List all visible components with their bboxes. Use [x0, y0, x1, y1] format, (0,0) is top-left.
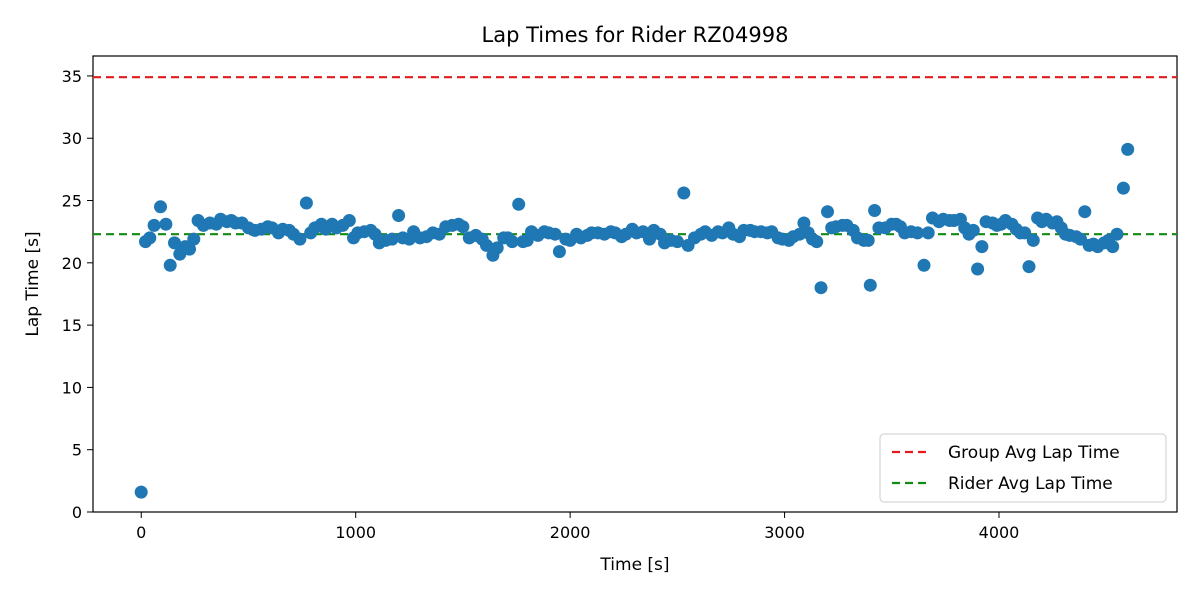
data-point [385, 232, 399, 246]
data-point [480, 238, 493, 252]
data-point [490, 241, 504, 255]
x-axis-ticks: 0 1000 2000 3000 4000 [136, 512, 1019, 542]
data-point [168, 236, 181, 250]
data-point [147, 218, 161, 232]
y-tick-label: 5 [72, 441, 82, 460]
y-tick-label: 20 [62, 254, 82, 273]
data-point [154, 200, 167, 214]
data-point [392, 209, 406, 222]
data-point [1022, 260, 1036, 274]
data-point [187, 232, 201, 246]
x-tick-label: 4000 [979, 523, 1020, 542]
data-point [1116, 181, 1130, 195]
legend-label-group-avg: Group Avg Lap Time [948, 443, 1120, 463]
data-point [797, 216, 811, 230]
data-point [183, 242, 196, 256]
data-point [1121, 142, 1135, 156]
data-point [548, 227, 562, 241]
data-point [1026, 233, 1040, 247]
data-point [821, 205, 834, 219]
y-tick-label: 0 [72, 503, 82, 522]
legend-label-rider-avg: Rider Avg Lap Time [948, 474, 1113, 494]
data-point [163, 258, 177, 272]
data-point [810, 235, 824, 249]
data-point [911, 226, 924, 240]
legend: Group Avg Lap Time Rider Avg Lap Time [879, 433, 1167, 503]
data-point [863, 278, 877, 292]
data-point [293, 232, 307, 246]
x-axis-label: Time [s] [599, 555, 669, 575]
data-point [512, 197, 526, 211]
data-point [1110, 227, 1124, 241]
data-point [159, 217, 173, 231]
data-point [814, 281, 828, 295]
x-tick-label: 0 [136, 523, 146, 542]
data-point [143, 231, 157, 245]
y-tick-label: 15 [62, 316, 82, 335]
x-tick-label: 3000 [764, 523, 805, 542]
data-point [299, 196, 313, 210]
y-axis-ticks: 0 5 10 15 20 25 30 35 [62, 67, 93, 522]
data-point [1078, 205, 1092, 219]
data-point [677, 186, 691, 200]
data-point [966, 223, 980, 237]
data-point [975, 240, 989, 254]
y-axis-label: Lap Time [s] [23, 231, 43, 336]
reference-lines [93, 76, 1177, 236]
plot-area-border [92, 55, 1178, 513]
data-point [1018, 226, 1032, 240]
y-tick-label: 35 [62, 67, 82, 86]
y-tick-label: 30 [62, 129, 82, 148]
x-tick-label: 1000 [335, 523, 376, 542]
data-point [670, 235, 684, 249]
data-point [868, 204, 882, 217]
x-tick-label: 2000 [550, 523, 591, 542]
data-point [505, 235, 519, 249]
data-point [971, 262, 985, 276]
legend-box [879, 433, 1167, 503]
data-point [342, 214, 356, 227]
data-point [552, 245, 566, 259]
data-point [1106, 240, 1120, 254]
data-point [917, 258, 931, 272]
plot-frame [92, 55, 1178, 513]
y-tick-label: 25 [62, 192, 82, 211]
data-point [921, 226, 935, 240]
data-point [134, 485, 148, 499]
data-point [456, 220, 470, 234]
y-tick-label: 10 [62, 378, 82, 397]
data-points [134, 142, 1135, 499]
chart-title: Lap Times for Rider RZ04998 [482, 23, 789, 47]
data-point [861, 233, 875, 247]
